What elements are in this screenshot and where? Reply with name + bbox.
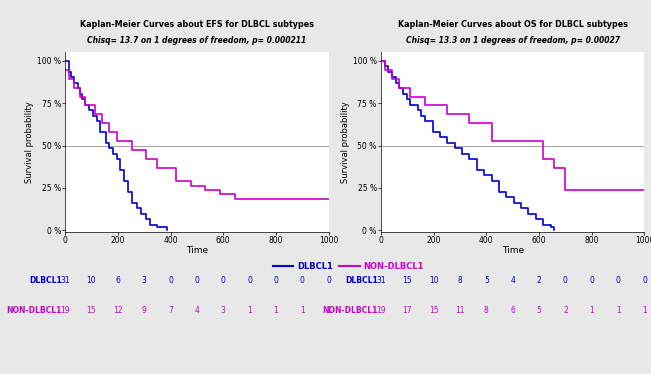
- Text: NON-DLBCL1: NON-DLBCL1: [7, 306, 62, 315]
- Text: Chisq= 13.3 on 1 degrees of freedom, p= 0.00027: Chisq= 13.3 on 1 degrees of freedom, p= …: [406, 36, 620, 45]
- X-axis label: Time: Time: [502, 246, 523, 255]
- Text: Chisq= 13.7 on 1 degrees of freedom, p= 0.000211: Chisq= 13.7 on 1 degrees of freedom, p= …: [87, 36, 307, 45]
- Text: 10: 10: [87, 276, 96, 285]
- Text: 8: 8: [458, 276, 462, 285]
- Text: 3: 3: [142, 276, 146, 285]
- Text: 1: 1: [300, 306, 305, 315]
- Text: 0: 0: [273, 276, 279, 285]
- Text: 12: 12: [113, 306, 122, 315]
- Text: 0: 0: [642, 276, 647, 285]
- Text: 1: 1: [642, 306, 647, 315]
- Text: 1: 1: [273, 306, 279, 315]
- Text: 0: 0: [326, 276, 331, 285]
- Text: 5: 5: [484, 276, 489, 285]
- Y-axis label: Survival probability: Survival probability: [25, 101, 34, 183]
- Text: 0: 0: [300, 276, 305, 285]
- Text: 4: 4: [510, 276, 515, 285]
- Text: NON-DLBCL1: NON-DLBCL1: [322, 306, 378, 315]
- Text: 2: 2: [563, 306, 568, 315]
- Text: 0: 0: [247, 276, 252, 285]
- Text: DLBCL1: DLBCL1: [29, 276, 62, 285]
- Text: 31: 31: [61, 276, 70, 285]
- Text: 1: 1: [616, 306, 620, 315]
- Text: 4: 4: [195, 306, 199, 315]
- Text: 3: 3: [221, 306, 226, 315]
- Legend: DLBCL1, NON-DLBCL1: DLBCL1, NON-DLBCL1: [270, 258, 427, 274]
- Text: 0: 0: [195, 276, 199, 285]
- Text: 6: 6: [510, 306, 515, 315]
- Text: Kaplan-Meier Curves about OS for DLBCL subtypes: Kaplan-Meier Curves about OS for DLBCL s…: [398, 20, 628, 29]
- Text: 6: 6: [115, 276, 120, 285]
- Text: 8: 8: [484, 306, 489, 315]
- Y-axis label: Survival probability: Survival probability: [341, 101, 350, 183]
- Text: 0: 0: [616, 276, 620, 285]
- Text: 1: 1: [589, 306, 594, 315]
- Text: 19: 19: [61, 306, 70, 315]
- Text: 9: 9: [142, 306, 146, 315]
- Text: 0: 0: [221, 276, 226, 285]
- Text: 5: 5: [536, 306, 542, 315]
- Text: 31: 31: [376, 276, 385, 285]
- Text: 15: 15: [87, 306, 96, 315]
- Text: 1: 1: [326, 306, 331, 315]
- Text: 19: 19: [376, 306, 385, 315]
- Text: 7: 7: [168, 306, 173, 315]
- Text: 2: 2: [536, 276, 542, 285]
- Text: 15: 15: [402, 276, 412, 285]
- Text: 11: 11: [455, 306, 465, 315]
- Text: 0: 0: [563, 276, 568, 285]
- Text: Kaplan-Meier Curves about EFS for DLBCL subtypes: Kaplan-Meier Curves about EFS for DLBCL …: [80, 20, 314, 29]
- Text: 15: 15: [429, 306, 438, 315]
- Text: 0: 0: [168, 276, 173, 285]
- Text: DLBCL1: DLBCL1: [345, 276, 378, 285]
- Text: 10: 10: [429, 276, 438, 285]
- X-axis label: Time: Time: [186, 246, 208, 255]
- Text: 0: 0: [589, 276, 594, 285]
- Text: 1: 1: [247, 306, 252, 315]
- Text: 17: 17: [402, 306, 412, 315]
